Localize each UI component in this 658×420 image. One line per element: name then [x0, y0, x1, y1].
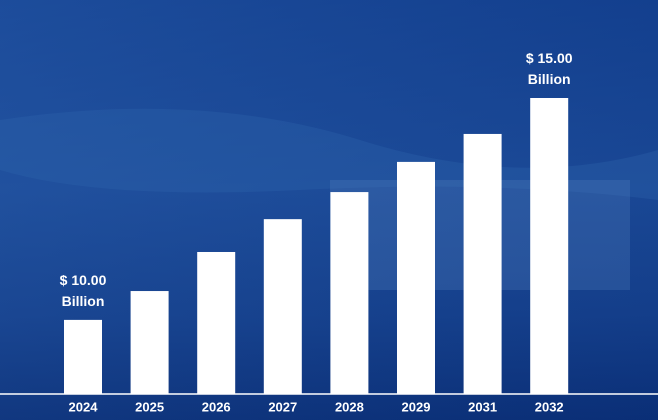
- bar: [197, 251, 236, 394]
- x-tick-label: 2028: [335, 399, 364, 414]
- x-tick-label: 2029: [402, 399, 431, 414]
- bar: [530, 98, 569, 394]
- x-tick-label: 2027: [268, 399, 297, 414]
- x-tick-label: 2032: [535, 399, 564, 414]
- x-tick-label: 2031: [468, 399, 497, 414]
- bar: [397, 161, 435, 394]
- x-tick-label: 2026: [202, 399, 231, 414]
- value-label: $ 15.00 Billion: [525, 50, 573, 87]
- bar: [463, 133, 502, 394]
- bar: [263, 219, 302, 394]
- bar: [330, 192, 369, 394]
- value-label: $ 10.00 Billion: [59, 271, 107, 309]
- bar: [64, 319, 102, 394]
- bar: [130, 291, 169, 394]
- x-tick-label: 2025: [135, 399, 164, 414]
- x-tick-label: 2024: [69, 399, 99, 414]
